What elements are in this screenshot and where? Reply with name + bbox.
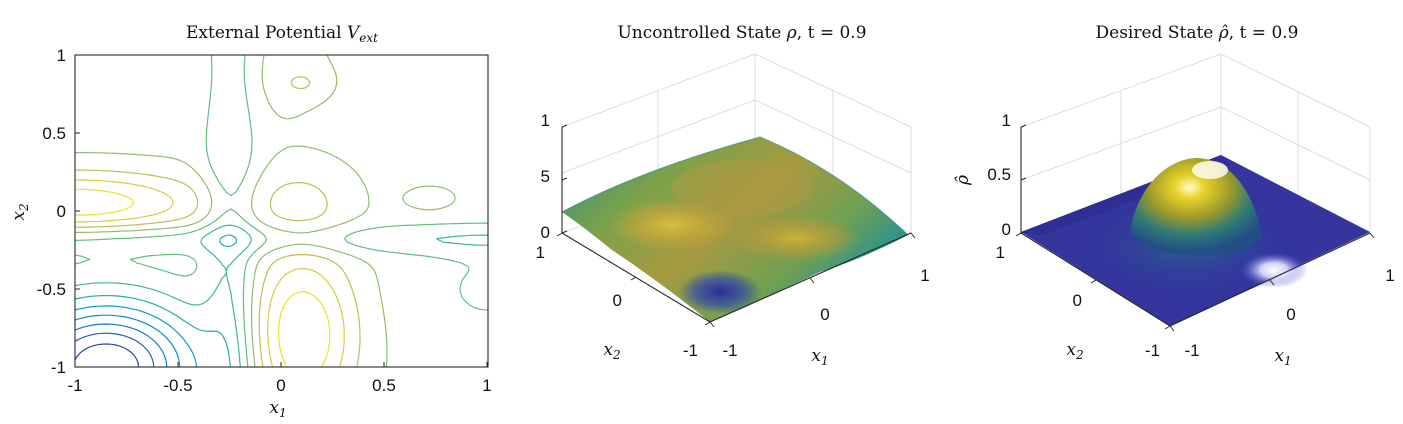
desired-ytick [1015, 232, 1022, 237]
contour-ticks [74, 54, 488, 368]
contour-xtick-label: -1 [67, 376, 82, 395]
desired-ytick [1090, 279, 1097, 284]
desired-ztick-label: 0.5 [987, 165, 1011, 184]
contour-level-line [74, 179, 345, 368]
uncontrolled-xtick [809, 277, 815, 284]
desired-xtick [1369, 232, 1375, 239]
contour-xlabel: x1 [269, 398, 286, 420]
desired-ylabel: x2 [1066, 340, 1083, 362]
desired-ytick-label: 0 [1073, 291, 1082, 310]
uncontrolled-xtick-label: -1 [722, 341, 737, 360]
contour-ytick-label: 0.5 [42, 124, 66, 143]
uncontrolled-ztick-label: 1 [541, 111, 550, 130]
uncontrolled-ytick [704, 321, 711, 326]
contour-level-line [74, 234, 237, 368]
uncontrolled-xtick [709, 321, 715, 328]
desired-xtick [1269, 279, 1275, 286]
uncontrolled-ztick-label: 0 [541, 223, 550, 242]
desired-ytick-label: 1 [996, 243, 1005, 262]
contour-title: External Potential Vext [186, 23, 378, 45]
uncontrolled-xtick [910, 232, 916, 239]
contour-level-line [74, 343, 140, 368]
desired-xtick-label: 1 [1385, 266, 1394, 285]
uncontrolled-ytick-label: 0 [613, 291, 622, 310]
contour-ytick-label: 0 [57, 202, 66, 221]
contour-ytick-label: 1 [57, 46, 66, 65]
desired-surface-panel: Desired State ρ̂, t = 0.9 1 0.5 0 ρ̂ 1 0 [953, 23, 1395, 368]
contour-level-line [74, 332, 155, 368]
contour-xtick-label: 0 [276, 376, 285, 395]
desired-title: Desired State ρ̂, t = 0.9 [1096, 23, 1299, 43]
uncontrolled-xlabel: x1 [811, 346, 828, 368]
contour-level-line [74, 54, 456, 368]
contour-level-line [74, 54, 489, 368]
desired-ytick-label: -1 [1145, 341, 1160, 360]
desired-ztick [1020, 177, 1027, 181]
contour-lines [74, 54, 489, 368]
contour-ylabel: x2 [9, 203, 31, 220]
desired-ztick [1020, 230, 1027, 234]
uncontrolled-ztick [561, 124, 568, 128]
uncontrolled-ytick-label: 1 [536, 243, 545, 262]
uncontrolled-title: Uncontrolled State ρ, t = 0.9 [617, 23, 866, 43]
desired-ticks [1015, 124, 1375, 332]
contour-xtick-label: -0.5 [163, 376, 192, 395]
contour-ytick-label: -0.5 [37, 280, 66, 299]
uncontrolled-ytick [630, 276, 637, 281]
desired-xlabel: x1 [1274, 346, 1291, 368]
contour-xtick-label: 1 [482, 376, 491, 395]
desired-ytick [1164, 325, 1171, 330]
uncontrolled-ztick [561, 230, 568, 234]
uncontrolled-xtick-label: 0 [820, 305, 829, 324]
contour-level-line [74, 323, 168, 368]
desired-surface [1021, 155, 1370, 326]
contour-panel: External Potential Vext -1 -0.5 0 0.5 1 … [9, 23, 492, 420]
contour-level-line [74, 314, 181, 368]
uncontrolled-surface [561, 136, 909, 322]
uncontrolled-ztick-label: 5 [541, 167, 550, 186]
uncontrolled-ytick [556, 232, 563, 237]
desired-xtick [1169, 325, 1175, 332]
desired-ztick-label: 1 [1002, 111, 1011, 130]
contour-ytick-label: -1 [51, 358, 66, 377]
uncontrolled-ztick [561, 177, 568, 181]
contour-xtick-label: 0.5 [372, 376, 396, 395]
desired-ztick-label: 0 [1002, 220, 1011, 239]
desired-ztick [1020, 124, 1027, 128]
contour-level-line [74, 188, 331, 368]
desired-xtick-label: -1 [1184, 341, 1199, 360]
desired-xtick-label: 0 [1286, 305, 1295, 324]
uncontrolled-surface-panel: Uncontrolled State ρ, t = 0.9 1 5 0 [536, 23, 930, 368]
contour-level-line [75, 76, 361, 368]
uncontrolled-ticks [556, 124, 916, 328]
uncontrolled-ylabel: x2 [603, 340, 620, 362]
uncontrolled-ytick-label: -1 [683, 341, 698, 360]
uncontrolled-xtick-label: 1 [920, 266, 929, 285]
desired-zlabel: ρ̂ [953, 175, 973, 186]
contour-level-line [74, 305, 197, 368]
contour-level-line [74, 224, 488, 368]
